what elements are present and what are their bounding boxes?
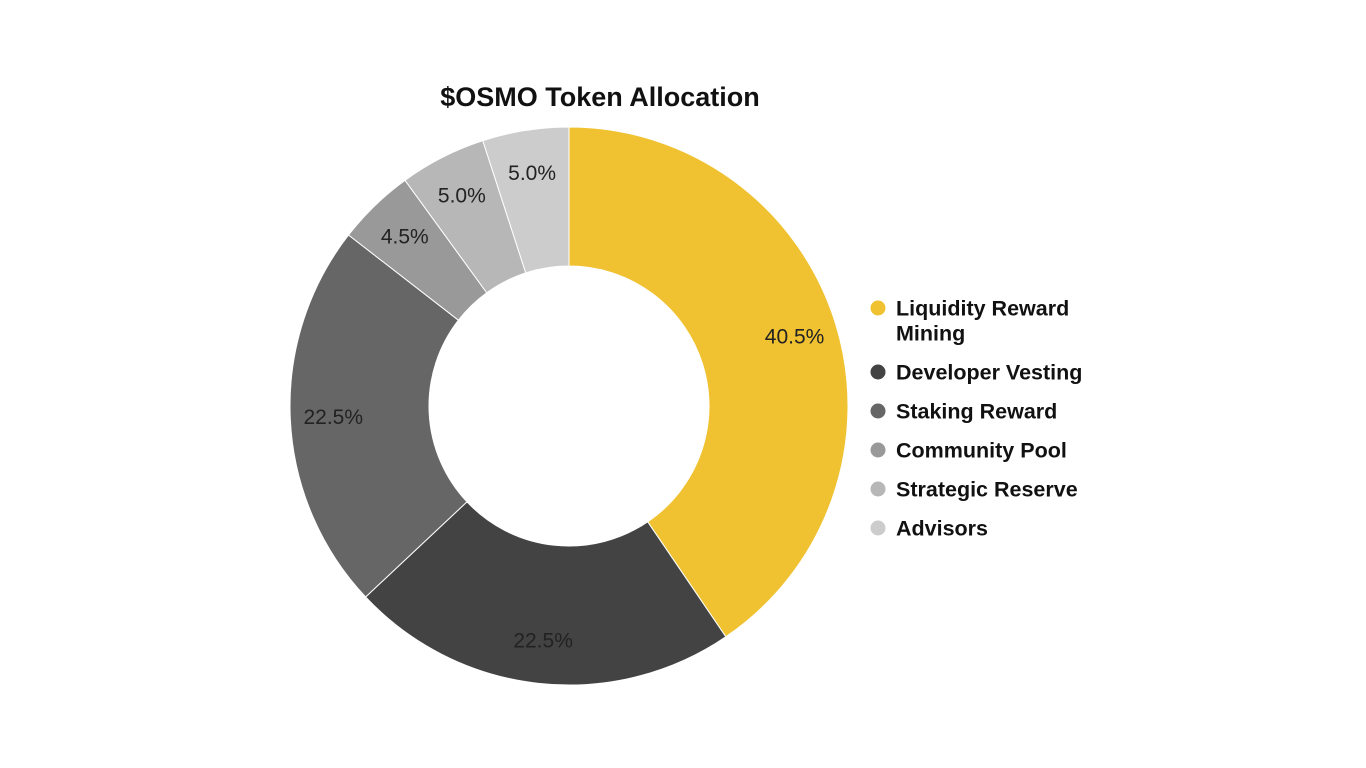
slice-label-developer-vesting: 22.5% — [513, 630, 573, 653]
slice-label-strategic-reserve: 5.0% — [438, 185, 486, 208]
chart-legend: Liquidity Reward Mining Developer Vesting S… — [870, 297, 1082, 541]
legend-marker-strategic-reserve — [870, 481, 886, 497]
legend-marker-community-pool — [870, 442, 886, 458]
legend-marker-advisors — [870, 520, 886, 536]
slice-advisors — [482, 126, 570, 274]
legend-label-community-pool: Community Pool — [896, 439, 1067, 463]
legend-label-staking-reward: Staking Reward — [896, 400, 1057, 424]
donut-slices — [289, 126, 849, 686]
legend-label-advisors: Advisors — [896, 517, 988, 541]
legend-label-developer-vesting: Developer Vesting — [896, 361, 1082, 385]
slice-liquidity-reward-mining — [568, 126, 849, 638]
slice-label-community-pool: 4.5% — [381, 226, 429, 249]
legend-label-liquidity-reward-mining: Liquidity Reward Mining — [896, 297, 1069, 346]
slice-developer-vesting — [364, 501, 727, 686]
slice-staking-reward — [289, 234, 468, 598]
slice-label-staking-reward: 22.5% — [303, 406, 363, 429]
chart-title: $OSMO Token Allocation — [440, 82, 760, 112]
legend-marker-developer-vesting — [870, 364, 886, 380]
slice-labels: 40.5% 22.5% 22.5% 4.5% 5.0% 5.0% — [303, 162, 824, 653]
legend-marker-staking-reward — [870, 403, 886, 419]
legend-marker-liquidity-reward-mining — [870, 300, 886, 316]
slice-label-advisors: 5.0% — [508, 162, 556, 185]
legend-label-strategic-reserve: Strategic Reserve — [896, 478, 1078, 502]
slice-label-liquidity-reward-mining: 40.5% — [765, 326, 825, 349]
